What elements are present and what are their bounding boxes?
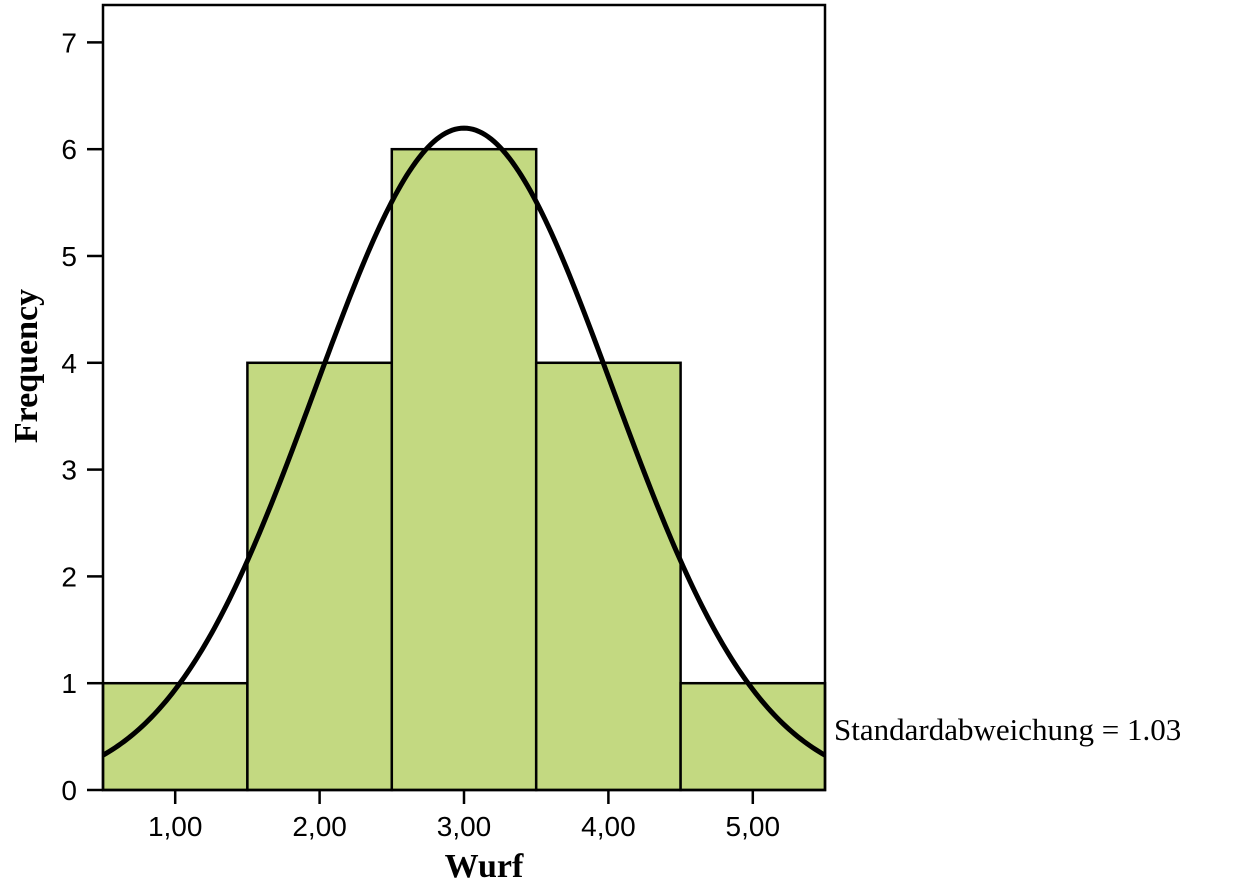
histogram-bar-1: [101, 681, 249, 792]
x-tick-label-1: 1,00: [148, 811, 203, 842]
y-tick-label-7: 7: [61, 27, 77, 58]
x-tick-label-3: 3,00: [437, 811, 492, 842]
y-tick-label-4: 4: [61, 348, 77, 379]
y-axis-title: Frequency: [8, 289, 45, 443]
histogram-bar-4: [534, 361, 682, 792]
y-axis-ticks: 0 1 2 3 4 5 6 7: [61, 27, 103, 806]
histogram-bar-2: [246, 361, 394, 792]
histogram-bar-3: [390, 147, 538, 792]
x-axis-title: Wurf: [445, 848, 524, 885]
y-tick-label-5: 5: [61, 241, 77, 272]
y-tick-label-1: 1: [61, 668, 77, 699]
std-deviation-annotation: Standardabweichung = 1.03: [834, 712, 1181, 747]
y-tick-label-2: 2: [61, 561, 77, 592]
y-tick-label-3: 3: [61, 455, 77, 486]
x-tick-label-2: 2,00: [292, 811, 347, 842]
normal-distribution-curve: [101, 125, 827, 758]
histogram-bar-5: [679, 681, 827, 792]
y-tick-label-6: 6: [61, 134, 77, 165]
x-tick-label-4: 4,00: [581, 811, 636, 842]
x-tick-label-5: 5,00: [726, 811, 781, 842]
y-tick-label-0: 0: [61, 775, 77, 806]
x-axis-ticks: 1,00 2,00 3,00 4,00 5,00: [148, 790, 780, 842]
histogram-bars: [101, 147, 827, 792]
